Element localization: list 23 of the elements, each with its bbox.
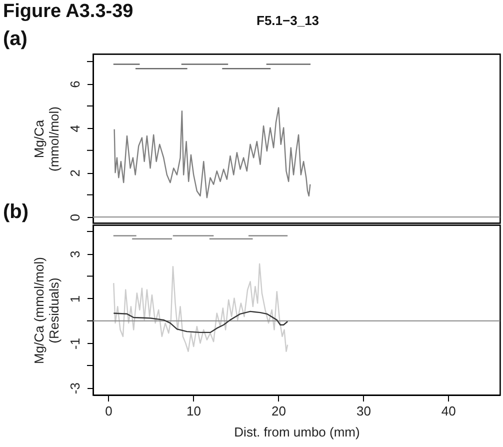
y-tick-label: 4 (68, 125, 82, 132)
y-tick-label: 1 (68, 295, 82, 303)
x-tick-label: 40 (441, 404, 456, 418)
line-series (113, 263, 288, 352)
line-series (113, 310, 288, 334)
y-tick-label: 2 (68, 169, 82, 177)
y-tick-label: -1 (68, 338, 82, 350)
x-axis-title: Dist. from umbo (mm) (234, 424, 360, 440)
y-axis-title: Mg/Ca (mmol/mol) (Residuals) (32, 257, 62, 364)
y-tick-label: 3 (68, 250, 82, 258)
chart-title: Figure A3.3-39 (3, 1, 134, 23)
line-series (114, 107, 311, 198)
y-axis-title: Mg/Ca (mmol/mol) (32, 106, 62, 172)
y-tick-label: 0 (68, 214, 82, 222)
x-tick-label: 10 (186, 404, 201, 418)
y-tick-label: 6 (68, 80, 82, 88)
text: (b) (3, 201, 29, 224)
chart-subtitle: F5.1−3_13 (256, 13, 320, 28)
x-tick-label: 20 (271, 404, 286, 418)
x-tick-label: 0 (105, 404, 112, 418)
x-tick-label: 30 (356, 404, 371, 418)
y-tick-label: -3 (68, 382, 82, 394)
text: (a) (3, 28, 28, 51)
